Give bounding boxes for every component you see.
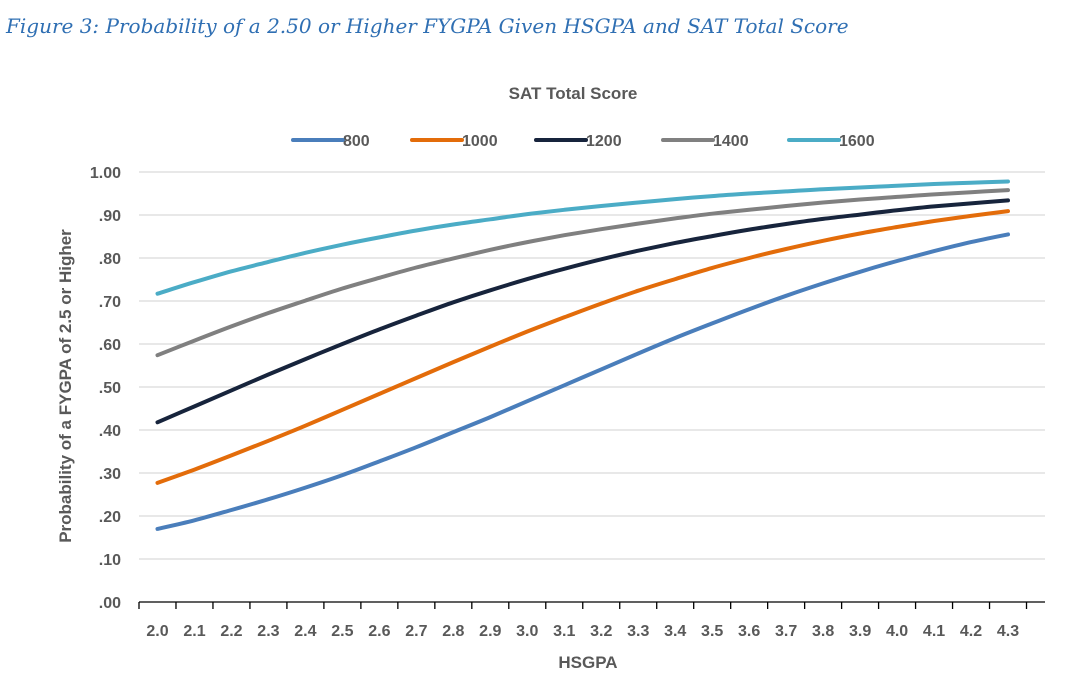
x-tick-label: 2.4	[294, 623, 316, 640]
x-tick-label: 3.2	[590, 623, 612, 640]
x-tick-label: 3.9	[849, 623, 871, 640]
x-tick-label: 2.8	[442, 623, 464, 640]
series-line-1000	[155, 209, 1010, 485]
y-axis-label: Probability of a FYGPA of 2.5 or Higher	[56, 229, 75, 543]
x-axis	[138, 601, 1045, 609]
legend-label-1000: 1000	[462, 133, 498, 150]
x-tick-label: 3.6	[738, 623, 760, 640]
x-tick-label: 3.1	[553, 623, 575, 640]
y-tick-label: .30	[99, 466, 121, 483]
x-tick-label: 3.7	[775, 623, 797, 640]
y-tick-label: .00	[99, 595, 121, 612]
x-tick-label: 2.3	[257, 623, 279, 640]
legend-label-1600: 1600	[839, 133, 875, 150]
x-tick-label: 3.8	[812, 623, 834, 640]
y-tick-label: .20	[99, 509, 121, 526]
series-line-1600	[155, 179, 1010, 296]
x-tick-label: 2.5	[331, 623, 353, 640]
series-line-1400	[155, 188, 1010, 358]
y-tick-label: .90	[99, 208, 121, 225]
x-axis-label: HSGPA	[558, 653, 617, 672]
x-tick-label: 3.0	[516, 623, 538, 640]
y-tick-label: .10	[99, 552, 121, 569]
x-tick-label: 2.7	[405, 623, 427, 640]
legend: 800 1000 1200 1400 1600	[291, 133, 875, 150]
x-tick-label: 2.6	[368, 623, 390, 640]
x-tick-label: 3.5	[701, 623, 723, 640]
figure-title: Figure 3: Probability of a 2.50 or Highe…	[6, 14, 849, 38]
x-tick-label: 4.0	[886, 623, 908, 640]
x-tick-label: 2.1	[183, 623, 205, 640]
series-group	[155, 179, 1010, 531]
y-tick-label: 1.00	[90, 165, 121, 182]
series-line-800	[155, 232, 1010, 531]
y-tick-label: .60	[99, 337, 121, 354]
x-tick-label: 3.4	[664, 623, 686, 640]
x-tick-label: 3.3	[627, 623, 649, 640]
y-tick-label: .70	[99, 294, 121, 311]
legend-label-1400: 1400	[713, 133, 749, 150]
legend-label-1200: 1200	[586, 133, 622, 150]
legend-title: SAT Total Score	[509, 84, 638, 103]
y-tick-label: .40	[99, 423, 121, 440]
y-tick-labels: .00 .10 .20 .30 .40 .50 .60 .70 .80 .90 1.00	[90, 165, 121, 612]
series-line-1200	[155, 198, 1010, 425]
x-tick-label: 2.2	[220, 623, 242, 640]
x-tick-label: 2.9	[479, 623, 501, 640]
x-tick-label: 4.1	[923, 623, 945, 640]
x-tick-label: 2.0	[146, 623, 168, 640]
legend-label-800: 800	[343, 133, 370, 150]
y-tick-label: .80	[99, 251, 121, 268]
x-tick-label: 4.3	[997, 623, 1019, 640]
x-tick-labels: 2.0 2.1 2.2 2.3 2.4 2.5 2.6 2.7 2.8 2.9 3.0 3.1 3.2 3…	[146, 623, 1019, 640]
x-tick-label: 4.2	[960, 623, 982, 640]
y-tick-label: .50	[99, 380, 121, 397]
